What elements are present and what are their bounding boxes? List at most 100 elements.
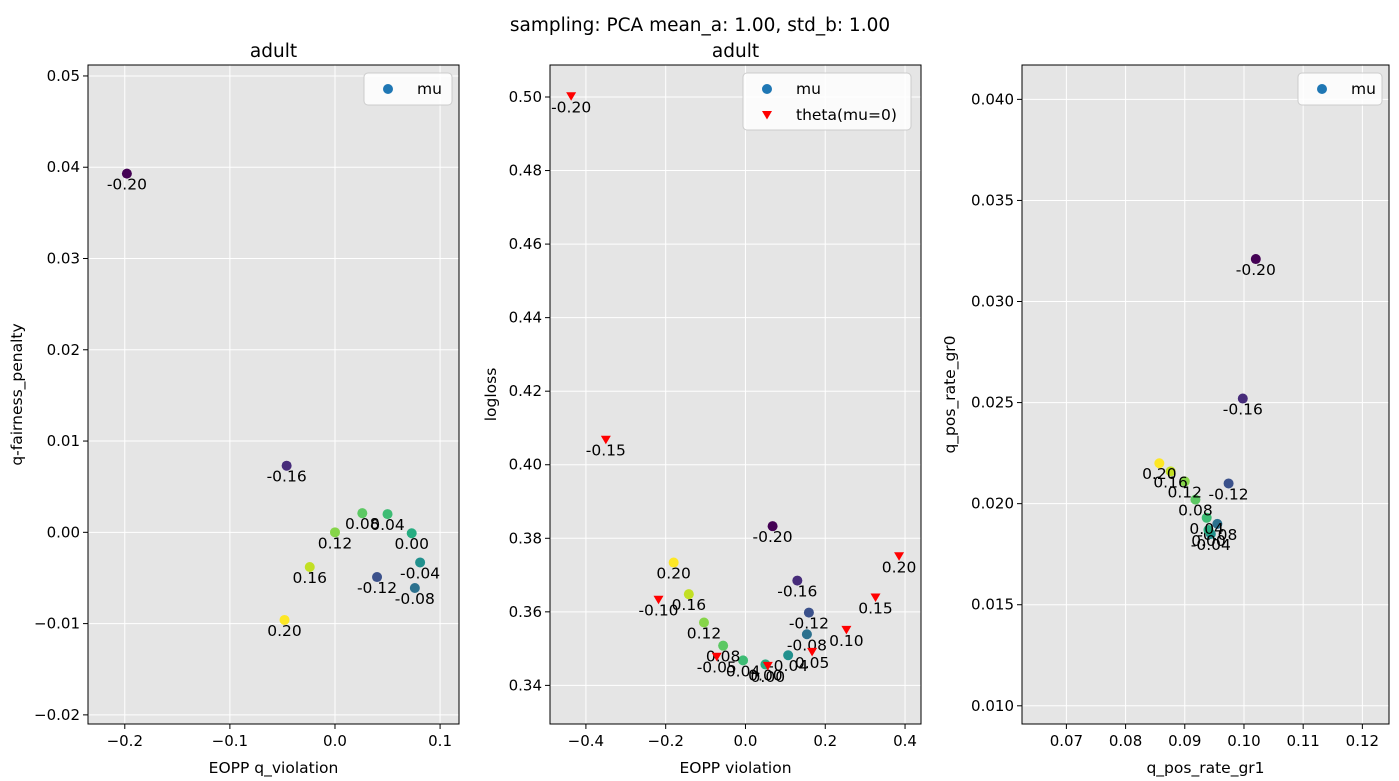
legend-label: theta(mu=0) bbox=[796, 106, 897, 124]
chart-title: adult bbox=[712, 41, 759, 62]
data-point bbox=[281, 460, 292, 471]
plot-area bbox=[1022, 65, 1389, 724]
plot-area bbox=[550, 65, 921, 724]
x-tick-label: −0.4 bbox=[568, 732, 604, 750]
point-label: -0.20 bbox=[753, 528, 793, 546]
point-label: 0.16 bbox=[1153, 473, 1188, 491]
data-point bbox=[1250, 254, 1261, 265]
point-label: 0.05 bbox=[795, 654, 830, 672]
series-mu: -0.20-0.16-0.12-0.08-0.040.000.040.080.1… bbox=[1142, 254, 1276, 554]
axes-frame bbox=[1021, 64, 1390, 725]
legend: mu bbox=[363, 72, 453, 106]
point-label: 0.12 bbox=[1168, 483, 1203, 501]
data-point bbox=[1154, 458, 1165, 469]
legend-box bbox=[742, 72, 912, 131]
point-label: 0.12 bbox=[318, 534, 353, 552]
y-tick-label: 0.020 bbox=[971, 495, 1014, 513]
x-tick-label: 0.0 bbox=[323, 732, 347, 750]
data-point bbox=[415, 557, 426, 568]
data-point bbox=[803, 607, 814, 618]
y-tick-label: 0.025 bbox=[971, 394, 1014, 412]
series-mu: -0.20-0.16-0.12-0.08-0.040.000.040.080.1… bbox=[107, 168, 440, 640]
data-point bbox=[783, 650, 794, 661]
x-tick-label: 0.07 bbox=[1050, 732, 1083, 750]
data-point bbox=[279, 614, 290, 625]
chart-2: −0.4 −0.2 0.0 0.2 0.4 0.34 0.36 0.38 0.40 0.42 0.4… bbox=[482, 41, 922, 777]
axes-frame bbox=[549, 64, 922, 725]
x-tick-label: 0.2 bbox=[813, 732, 837, 750]
point-label: -0.08 bbox=[787, 636, 827, 654]
point-label: 0.04 bbox=[370, 516, 405, 534]
y-tick-label: 0.035 bbox=[971, 191, 1014, 209]
y-tick-label: 0.38 bbox=[509, 529, 542, 547]
y-tick-label: 0.50 bbox=[509, 88, 542, 106]
y-axis-label: logloss bbox=[482, 368, 500, 422]
y-tick-label: 0.01 bbox=[47, 432, 80, 450]
y-tick-label: 0.010 bbox=[971, 697, 1014, 715]
data-point bbox=[406, 528, 417, 539]
series-theta(mu=0): -0.20 -0.15 -0.10 -0.05 0.00 0.05 0.10 0.15 0.20 bbox=[551, 92, 916, 686]
point-label: -0.16 bbox=[267, 468, 307, 486]
y-tick-label: −0.02 bbox=[34, 706, 80, 724]
data-point bbox=[357, 508, 368, 519]
point-label: -0.05 bbox=[697, 659, 737, 677]
data-point-triangle bbox=[566, 92, 577, 101]
legend-label: mu bbox=[796, 80, 821, 98]
x-tick-label: −0.1 bbox=[212, 732, 248, 750]
point-label: 0.08 bbox=[706, 648, 741, 666]
y-tick-label: 0.40 bbox=[509, 456, 542, 474]
point-label: 0.00 bbox=[394, 535, 429, 553]
chart-3: 0.07 0.08 0.09 0.10 0.11 0.12 0.010 0.015 0.020 0… bbox=[941, 64, 1390, 778]
data-point-triangle bbox=[653, 595, 664, 605]
y-tick-label: 0.05 bbox=[47, 67, 80, 85]
x-tick-label: 0.10 bbox=[1227, 732, 1260, 750]
point-label: 0.08 bbox=[345, 515, 380, 533]
x-axis-label: q_pos_rate_gr1 bbox=[1146, 759, 1264, 778]
data-point-triangle bbox=[894, 552, 905, 561]
point-label: -0.16 bbox=[1223, 401, 1263, 419]
point-label: -0.20 bbox=[107, 176, 147, 194]
point-label: -0.12 bbox=[1209, 485, 1249, 503]
data-point bbox=[1201, 512, 1212, 523]
y-tick-label: 0.36 bbox=[509, 603, 542, 621]
x-axis-label: EOPP q_violation bbox=[209, 759, 339, 778]
data-point bbox=[1203, 524, 1214, 535]
data-point bbox=[382, 509, 393, 520]
data-point bbox=[718, 640, 729, 651]
x-tick-label: 0.1 bbox=[428, 732, 452, 750]
data-point bbox=[738, 655, 749, 666]
y-tick-label: −0.01 bbox=[34, 615, 80, 633]
point-label: 0.08 bbox=[1178, 502, 1213, 520]
point-label: -0.20 bbox=[551, 98, 591, 116]
figure-suptitle: sampling: PCA mean_a: 1.00, std_b: 1.00 bbox=[510, 15, 890, 36]
y-axis-label: q_pos_rate_gr0 bbox=[941, 335, 960, 453]
legend-marker-triangle bbox=[762, 111, 772, 120]
plot-area bbox=[88, 65, 459, 724]
data-point-triangle bbox=[600, 435, 611, 445]
data-point bbox=[372, 572, 383, 583]
y-tick-label: 0.48 bbox=[509, 162, 542, 180]
data-point bbox=[668, 557, 679, 568]
point-label: -0.04 bbox=[400, 564, 440, 582]
point-label: 0.16 bbox=[293, 569, 328, 587]
y-tick-label: 0.00 bbox=[47, 523, 80, 541]
x-tick-label: −0.2 bbox=[647, 732, 683, 750]
data-point-triangle bbox=[807, 647, 818, 657]
point-label: 0.20 bbox=[267, 622, 302, 640]
point-label: 0.16 bbox=[672, 596, 707, 614]
y-tick-label: 0.02 bbox=[47, 341, 80, 359]
x-tick-label: −0.2 bbox=[107, 732, 143, 750]
point-label: 0.15 bbox=[858, 599, 893, 617]
data-point bbox=[121, 168, 132, 179]
point-label: -0.08 bbox=[395, 590, 435, 608]
point-label: 0.20 bbox=[882, 558, 917, 576]
axes-frame bbox=[87, 64, 460, 725]
y-axis-label: q-fairness_penalty bbox=[8, 323, 27, 465]
y-tick-label: 0.44 bbox=[509, 309, 542, 327]
data-point bbox=[698, 617, 709, 628]
y-tick-label: 0.46 bbox=[509, 235, 542, 253]
x-tick-label: 0.09 bbox=[1168, 732, 1201, 750]
y-tick-label: 0.03 bbox=[47, 250, 80, 268]
point-label: -0.04 bbox=[768, 657, 808, 675]
data-point bbox=[409, 583, 420, 594]
